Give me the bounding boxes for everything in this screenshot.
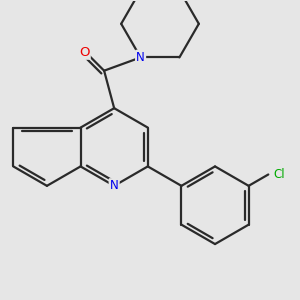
Text: O: O xyxy=(79,46,89,59)
Text: Cl: Cl xyxy=(273,168,285,181)
Text: N: N xyxy=(136,51,145,64)
Text: N: N xyxy=(110,179,118,192)
